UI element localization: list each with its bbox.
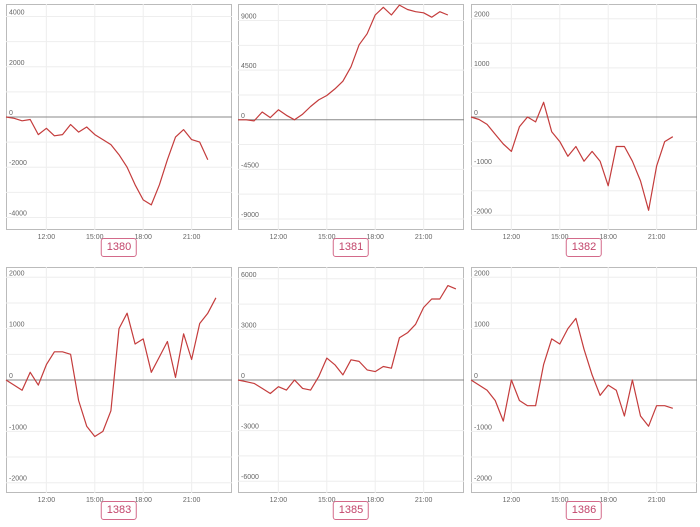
y-tick-label: 3000 bbox=[241, 322, 257, 329]
x-tick-label: 15:00 bbox=[318, 234, 336, 241]
x-tick-label: 21:00 bbox=[183, 234, 201, 241]
x-tick-label: 18:00 bbox=[366, 497, 384, 504]
line-chart: 4000 2000 0 -2000 -4000 12:00 15:00 18:00 21:00 bbox=[5, 4, 232, 241]
x-tick-label: 18:00 bbox=[599, 497, 617, 504]
line-chart: 6000 3000 0 -3000 -6000 12:00 15:00 18:00 21:00 bbox=[237, 267, 464, 504]
x-tick-label: 15:00 bbox=[86, 234, 104, 241]
x-tick-label: 18:00 bbox=[366, 234, 384, 241]
y-tick-label: 0 bbox=[474, 110, 478, 117]
series-line bbox=[5, 116, 209, 206]
series-line bbox=[5, 297, 217, 438]
y-tick-label: -9000 bbox=[241, 212, 259, 219]
y-tick-label: 2000 bbox=[9, 270, 25, 277]
x-tick-label: 21:00 bbox=[648, 234, 666, 241]
x-tick-label: 15:00 bbox=[551, 497, 569, 504]
x-tick-label: 15:00 bbox=[86, 497, 104, 504]
y-tick-label: -6000 bbox=[241, 474, 259, 481]
y-tick-label: 1000 bbox=[474, 322, 490, 329]
x-tick-label: 18:00 bbox=[134, 234, 152, 241]
chart-panel: 2000 1000 0 -1000 -2000 12:00 15:00 18:00 21:00 1… bbox=[470, 4, 697, 262]
chart-label-badge[interactable]: 1381 bbox=[332, 238, 370, 257]
x-tick-label: 21:00 bbox=[648, 497, 666, 504]
line-chart: 2000 1000 0 -1000 -2000 12:00 15:00 18:00 21:00 bbox=[470, 4, 697, 241]
series-line bbox=[238, 4, 449, 122]
y-tick-label: 0 bbox=[9, 110, 13, 117]
y-tick-label: -1000 bbox=[474, 424, 492, 431]
x-tick-label: 15:00 bbox=[318, 497, 336, 504]
y-tick-label: 2000 bbox=[474, 270, 490, 277]
chart-panel: 6000 3000 0 -3000 -6000 12:00 15:00 18:00 21:00 1… bbox=[237, 267, 464, 525]
series-line bbox=[470, 101, 674, 211]
y-tick-label: -2000 bbox=[9, 160, 27, 167]
x-tick-label: 12:00 bbox=[270, 497, 288, 504]
x-tick-label: 12:00 bbox=[503, 497, 521, 504]
chart-label-badge[interactable]: 1385 bbox=[332, 501, 370, 520]
x-tick-label: 12:00 bbox=[38, 234, 56, 241]
y-tick-label: 1000 bbox=[474, 61, 490, 68]
y-tick-label: 0 bbox=[241, 373, 245, 380]
y-tick-label: -2000 bbox=[474, 476, 492, 483]
line-chart: 2000 1000 0 -1000 -2000 12:00 15:00 18:00 21:00 bbox=[5, 267, 232, 504]
chart-label-badge[interactable]: 1380 bbox=[100, 238, 138, 257]
x-tick-label: 15:00 bbox=[551, 234, 569, 241]
chart-label-badge[interactable]: 1383 bbox=[100, 501, 138, 520]
x-tick-label: 21:00 bbox=[183, 497, 201, 504]
x-tick-label: 12:00 bbox=[503, 234, 521, 241]
series-line bbox=[470, 317, 673, 427]
y-tick-label: 9000 bbox=[241, 14, 257, 21]
y-tick-label: 2000 bbox=[9, 60, 25, 67]
y-tick-label: -2000 bbox=[9, 476, 27, 483]
chart-label-badge[interactable]: 1382 bbox=[565, 238, 603, 257]
x-tick-label: 12:00 bbox=[38, 497, 56, 504]
y-tick-label: 0 bbox=[241, 113, 245, 120]
y-tick-label: -4500 bbox=[241, 162, 259, 169]
y-tick-label: -2000 bbox=[474, 208, 492, 215]
y-tick-label: 0 bbox=[9, 373, 13, 380]
y-tick-label: -1000 bbox=[9, 424, 27, 431]
y-tick-label: 2000 bbox=[474, 12, 490, 19]
y-tick-label: 6000 bbox=[241, 272, 257, 279]
x-tick-label: 21:00 bbox=[415, 497, 433, 504]
y-tick-label: -4000 bbox=[9, 210, 27, 217]
x-tick-label: 21:00 bbox=[415, 234, 433, 241]
y-tick-label: -3000 bbox=[241, 424, 259, 431]
y-tick-label: 4000 bbox=[9, 10, 25, 17]
x-tick-label: 18:00 bbox=[599, 234, 617, 241]
chart-label-badge[interactable]: 1386 bbox=[565, 501, 603, 520]
line-chart: 2000 1000 0 -1000 -2000 12:00 15:00 18:00 21:00 bbox=[470, 267, 697, 504]
series-line bbox=[237, 285, 457, 395]
chart-panel: 2000 1000 0 -1000 -2000 12:00 15:00 18:00 21:00 1… bbox=[5, 267, 232, 525]
plot-frame bbox=[238, 4, 464, 230]
y-tick-label: 0 bbox=[474, 373, 478, 380]
x-tick-label: 18:00 bbox=[134, 497, 152, 504]
y-tick-label: -1000 bbox=[474, 159, 492, 166]
chart-panel: 9000 4500 0 -4500 -9000 12:00 15:00 18:00 21:00 1… bbox=[238, 4, 464, 262]
chart-panel: 4000 2000 0 -2000 -4000 12:00 15:00 18:00 21:00 1… bbox=[5, 4, 232, 262]
chart-panel: 2000 1000 0 -1000 -2000 12:00 15:00 18:00 21:00 1… bbox=[470, 267, 697, 525]
x-tick-label: 12:00 bbox=[270, 234, 288, 241]
y-tick-label: 1000 bbox=[9, 322, 25, 329]
y-tick-label: 4500 bbox=[241, 63, 257, 70]
line-chart: 9000 4500 0 -4500 -9000 12:00 15:00 18:00 21:00 bbox=[238, 4, 464, 241]
